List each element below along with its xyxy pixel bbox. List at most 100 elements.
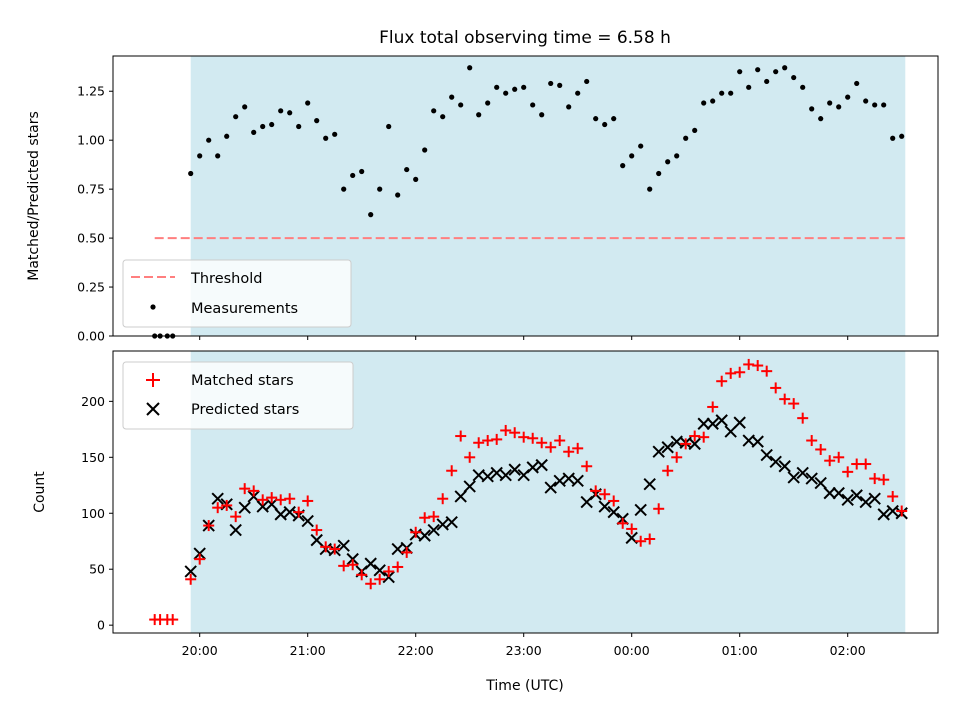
legend-measurements-label: Measurements	[191, 301, 298, 317]
measurement-point	[665, 159, 671, 165]
matched-star-point	[473, 437, 485, 449]
legend-matched-label: Matched stars	[191, 373, 294, 389]
matched-star-point	[698, 431, 710, 443]
matched-star-point	[365, 578, 377, 590]
matched-star-point	[581, 460, 593, 472]
measurement-point	[377, 186, 383, 192]
matched-star-point	[815, 443, 827, 455]
measurement-point	[791, 74, 797, 81]
matched-star-point	[590, 485, 602, 497]
top-legend-box	[122, 259, 352, 328]
matched-star-point	[347, 559, 359, 571]
x-tick-label: 23:00	[506, 643, 542, 658]
measurement-point	[899, 133, 905, 139]
matched-star-point	[266, 492, 278, 504]
measurement-point	[818, 116, 824, 122]
measurement-point	[548, 80, 554, 87]
legend-measurements-swatch	[150, 304, 156, 310]
measurement-point	[332, 131, 338, 137]
top-y-axis: 0.00 0.25 0.50 0.75 1.00 1.25	[77, 84, 113, 344]
matched-star-point	[410, 526, 422, 538]
predicted-star-point	[454, 490, 467, 503]
predicted-star-point	[886, 504, 899, 518]
predicted-star-point	[364, 557, 377, 570]
matched-star-point	[401, 546, 413, 558]
matched-star-point	[644, 533, 656, 545]
predicted-star-point	[436, 518, 449, 531]
matched-star-point	[203, 520, 215, 532]
matched-star-point	[221, 499, 233, 511]
matched-stars-points	[149, 358, 908, 626]
matched-star-point	[572, 442, 584, 454]
matched-star-point	[869, 473, 881, 485]
measurement-point	[845, 94, 851, 100]
matched-star-point	[428, 511, 440, 523]
measurement-point	[701, 100, 707, 106]
measurement-point	[512, 86, 518, 92]
predicted-star-point	[832, 486, 845, 500]
predicted-star-point	[283, 505, 296, 519]
predicted-star-point	[346, 552, 359, 566]
matched-star-point	[275, 494, 287, 506]
top-y-tick-label: 0.00	[77, 329, 105, 344]
predicted-star-point	[868, 492, 881, 505]
predicted-star-point	[634, 503, 647, 517]
top-y-tick-label: 1.00	[77, 133, 105, 148]
measurement-point	[863, 98, 869, 104]
predicted-star-point	[877, 508, 890, 521]
matched-star-point	[239, 483, 251, 495]
measurement-point	[728, 90, 734, 96]
matched-star-point	[842, 466, 854, 478]
measurement-point	[557, 82, 563, 88]
predicted-star-point	[706, 417, 719, 430]
matched-star-point	[455, 430, 467, 442]
matched-star-point	[392, 561, 404, 573]
x-tick-label: 01:00	[722, 643, 758, 658]
matched-star-point	[374, 573, 386, 585]
predicted-star-point	[787, 471, 800, 484]
predicted-star-point	[652, 445, 665, 458]
x-tick-label: 20:00	[182, 643, 218, 658]
predicted-star-point	[796, 466, 809, 480]
predicted-star-point	[499, 469, 512, 482]
matched-star-point	[716, 375, 728, 387]
bottom-legend-box	[122, 361, 354, 430]
matched-star-point	[464, 451, 476, 463]
predicted-star-point	[751, 435, 764, 448]
measurement-point	[350, 172, 356, 179]
predicted-star-point	[850, 489, 863, 502]
matched-star-point	[860, 458, 872, 470]
measurement-point	[719, 90, 725, 96]
measurement-point	[341, 186, 347, 192]
predicted-star-point	[760, 448, 773, 462]
predicted-star-point	[841, 493, 854, 507]
matched-star-point	[545, 441, 557, 453]
predicted-star-point	[823, 486, 836, 500]
measurement-point	[278, 108, 284, 114]
predicted-star-point	[571, 474, 584, 488]
predicted-star-point	[805, 472, 818, 485]
matched-star-point	[788, 398, 800, 410]
matched-star-point	[212, 502, 224, 514]
predicted-star-point	[463, 480, 476, 493]
measurement-point	[539, 112, 545, 118]
predicted-star-point	[661, 441, 674, 454]
measurement-point	[872, 102, 878, 108]
predicted-star-point	[274, 508, 287, 521]
predicted-star-point	[490, 466, 503, 480]
matched-star-point	[635, 535, 647, 547]
measurement-point	[296, 123, 302, 130]
matched-star-point	[680, 438, 692, 450]
matched-star-point	[257, 494, 269, 506]
top-y-axis-label: Matched/Predicted stars	[26, 111, 42, 281]
x-tick-label: 22:00	[398, 643, 434, 658]
matched-star-point	[563, 446, 575, 458]
measurement-point	[755, 67, 761, 73]
measurement-point	[305, 100, 311, 106]
measurement-point	[710, 98, 716, 104]
measurement-point	[431, 108, 437, 114]
bottom-y-tick-label: 200	[81, 394, 105, 409]
measurement-point	[422, 147, 428, 153]
matched-star-point	[302, 495, 314, 507]
predicted-star-point	[544, 481, 557, 494]
